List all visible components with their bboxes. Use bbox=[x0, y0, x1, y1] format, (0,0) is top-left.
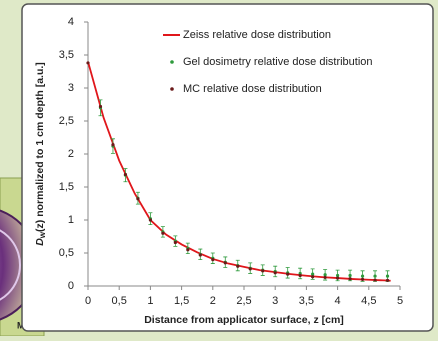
data-point bbox=[136, 197, 139, 200]
data-point bbox=[149, 218, 152, 221]
data-point bbox=[86, 61, 89, 64]
y-tick-label: 3,5 bbox=[59, 49, 74, 61]
y-tick-label: 0 bbox=[68, 280, 74, 292]
data-point bbox=[386, 279, 389, 282]
data-point bbox=[311, 275, 314, 278]
data-point bbox=[348, 277, 351, 280]
y-axis-label: Dw(z) normalized to 1 cm depth [a.u.] bbox=[34, 62, 47, 246]
data-point bbox=[174, 241, 177, 244]
y-tick-label: 1 bbox=[68, 214, 74, 226]
legend-label: MC relative dose distribution bbox=[183, 83, 322, 95]
data-point bbox=[186, 248, 189, 251]
data-point bbox=[211, 258, 214, 261]
data-point bbox=[361, 275, 364, 278]
y-tick-label: 2,5 bbox=[59, 115, 74, 127]
x-tick-label: 4,5 bbox=[361, 295, 376, 307]
x-tick-label: 5 bbox=[397, 295, 403, 307]
data-point bbox=[286, 273, 289, 276]
data-point bbox=[336, 276, 339, 279]
data-point bbox=[124, 173, 127, 176]
x-tick-label: 3 bbox=[272, 295, 278, 307]
data-point bbox=[236, 265, 239, 268]
data-point bbox=[161, 232, 164, 235]
data-point bbox=[324, 276, 327, 279]
x-axis-label: Distance from applicator surface, z [cm] bbox=[144, 314, 344, 326]
data-point bbox=[249, 267, 252, 270]
data-point bbox=[199, 253, 202, 256]
data-point bbox=[299, 274, 302, 277]
data-point bbox=[261, 269, 264, 272]
y-tick-label: 2 bbox=[68, 148, 74, 160]
data-point bbox=[361, 278, 364, 281]
screen: MC Distance from applicator surface, z [… bbox=[0, 0, 438, 336]
x-tick-label: 1,5 bbox=[174, 295, 189, 307]
chart-frame bbox=[22, 4, 433, 331]
chart: MC Distance from applicator surface, z [… bbox=[0, 0, 438, 336]
y-tick-label: 1,5 bbox=[59, 181, 74, 193]
x-tick-label: 1 bbox=[147, 295, 153, 307]
data-point bbox=[348, 274, 351, 277]
x-tick-label: 2,5 bbox=[236, 295, 251, 307]
legend-label: Gel dosimetry relative dose distribution bbox=[183, 56, 373, 68]
data-point bbox=[373, 278, 376, 281]
y-label-rest: (z) normalized to 1 cm depth [a.u.] bbox=[34, 62, 46, 232]
y-tick-label: 4 bbox=[68, 16, 74, 28]
legend-swatch bbox=[170, 87, 174, 91]
data-point bbox=[386, 275, 389, 278]
x-tick-label: 4 bbox=[335, 295, 341, 307]
x-tick-label: 0 bbox=[85, 295, 91, 307]
data-point bbox=[274, 271, 277, 274]
legend-swatch bbox=[170, 60, 174, 64]
y-tick-label: 3 bbox=[68, 82, 74, 94]
data-point bbox=[373, 275, 376, 278]
data-point bbox=[224, 261, 227, 264]
data-point bbox=[99, 105, 102, 108]
legend-label: Zeiss relative dose distribution bbox=[183, 29, 331, 41]
y-tick-label: 0,5 bbox=[59, 247, 74, 259]
x-tick-label: 0,5 bbox=[112, 295, 127, 307]
x-tick-label: 2 bbox=[210, 295, 216, 307]
x-tick-label: 3,5 bbox=[299, 295, 314, 307]
data-point bbox=[111, 143, 114, 146]
